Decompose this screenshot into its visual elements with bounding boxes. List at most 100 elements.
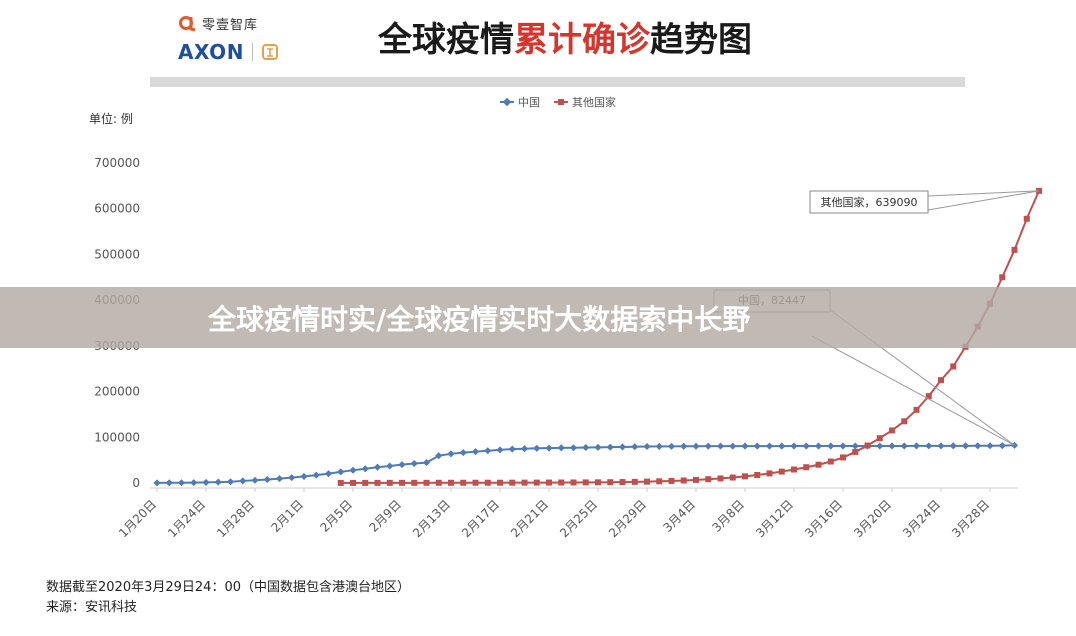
data-point-china bbox=[961, 442, 970, 450]
data-point-others bbox=[852, 448, 859, 455]
x-tick-label: 2月5日 bbox=[317, 497, 355, 535]
x-tick-label: 3月12日 bbox=[753, 497, 796, 540]
data-point-others bbox=[558, 479, 565, 486]
data-point-china bbox=[851, 442, 859, 450]
data-point-others bbox=[815, 461, 822, 468]
header-divider-bar bbox=[150, 77, 965, 87]
watermark-banner-text: 全球疫情时实/全球疫情实时大数据索中长野 bbox=[208, 302, 751, 336]
chart-legend: 中国 其他国家 bbox=[500, 94, 616, 110]
data-point-others bbox=[521, 479, 528, 486]
data-point-china bbox=[925, 442, 933, 450]
data-point-china bbox=[312, 471, 320, 479]
data-point-others bbox=[693, 476, 699, 483]
data-point-china bbox=[484, 447, 492, 455]
seal-logo-icon bbox=[261, 44, 278, 60]
data-point-others bbox=[386, 479, 393, 486]
data-point-others bbox=[460, 479, 467, 486]
data-point-others bbox=[582, 479, 589, 486]
data-point-others bbox=[411, 479, 418, 486]
data-point-others bbox=[913, 406, 920, 413]
legend-label-china: 中国 bbox=[518, 96, 540, 109]
data-point-china bbox=[349, 466, 357, 474]
data-point-china bbox=[202, 478, 210, 486]
company-logo: 零壹智库 AXON bbox=[178, 12, 298, 68]
data-point-others bbox=[472, 479, 479, 486]
y-tick-label: 500000 bbox=[94, 247, 140, 261]
x-tick-label: 3月4日 bbox=[660, 497, 698, 535]
data-point-china bbox=[533, 444, 541, 452]
data-point-others bbox=[435, 479, 442, 486]
x-tick-label: 3月28日 bbox=[949, 497, 992, 540]
data-point-others bbox=[570, 479, 577, 486]
legend-label-others: 其他国家 bbox=[572, 96, 616, 109]
data-point-others bbox=[754, 472, 761, 478]
data-point-others bbox=[644, 478, 650, 485]
y-tick-label: 600000 bbox=[94, 202, 140, 216]
legend-item-china: 中国 bbox=[500, 94, 540, 110]
line-chart: 0100000200000300000400000500000600000700… bbox=[94, 156, 1042, 540]
series-line-others bbox=[340, 190, 1040, 484]
x-tick-label: 2月25日 bbox=[557, 497, 600, 540]
data-point-china bbox=[422, 459, 431, 467]
data-point-china bbox=[667, 442, 676, 450]
legend-swatch-others bbox=[554, 99, 568, 105]
callout-leader-others bbox=[927, 190, 1040, 197]
data-point-others bbox=[350, 479, 356, 486]
data-point-others bbox=[938, 377, 944, 384]
data-point-china bbox=[288, 474, 296, 482]
data-point-others bbox=[619, 479, 626, 486]
data-point-others bbox=[864, 442, 871, 449]
data-point-china bbox=[226, 478, 235, 486]
footer-data-cutoff: 数据截至2020年3月29日24：00（中国数据包含港澳台地区） bbox=[46, 580, 410, 595]
data-point-china bbox=[324, 470, 333, 478]
data-point-china bbox=[471, 448, 480, 456]
x-tick-label: 2月9日 bbox=[366, 497, 404, 535]
data-point-china bbox=[300, 472, 308, 480]
logo-en-text: AXON bbox=[178, 40, 244, 64]
data-point-china bbox=[177, 479, 186, 487]
data-point-china bbox=[557, 444, 565, 452]
data-point-others bbox=[484, 479, 491, 486]
data-point-china bbox=[643, 442, 651, 451]
data-point-others bbox=[876, 435, 883, 442]
data-point-china bbox=[814, 442, 823, 450]
data-point-china bbox=[912, 442, 921, 450]
watermark-banner: 全球疫情时实/全球疫情实时大数据索中长野 bbox=[0, 287, 1076, 348]
data-point-china bbox=[741, 442, 749, 450]
data-point-others bbox=[803, 464, 810, 471]
data-point-china bbox=[398, 461, 406, 469]
data-point-others bbox=[533, 479, 540, 486]
data-point-china bbox=[937, 442, 945, 450]
data-point-china bbox=[998, 442, 1006, 450]
data-point-china bbox=[165, 479, 173, 487]
data-point-china bbox=[680, 442, 688, 450]
x-tick-label: 2月21日 bbox=[508, 497, 551, 540]
data-point-others bbox=[729, 474, 736, 481]
data-point-others bbox=[423, 479, 430, 486]
data-point-others bbox=[889, 427, 895, 434]
data-point-others bbox=[1023, 215, 1030, 222]
data-point-china bbox=[986, 442, 994, 450]
y-tick-label: 700000 bbox=[94, 156, 140, 170]
data-point-china bbox=[839, 442, 847, 450]
data-point-china bbox=[606, 443, 614, 451]
data-point-others bbox=[399, 479, 405, 486]
page-title: 全球疫情累计确诊趋势图 bbox=[378, 12, 752, 61]
data-point-others bbox=[668, 477, 675, 484]
data-point-china bbox=[251, 476, 259, 484]
data-point-others bbox=[509, 479, 516, 486]
data-point-china bbox=[900, 442, 908, 450]
data-point-china bbox=[594, 443, 602, 451]
y-tick-label: 0 bbox=[132, 476, 140, 490]
data-point-china bbox=[802, 442, 810, 450]
data-point-others bbox=[448, 479, 454, 486]
data-point-others bbox=[607, 479, 614, 486]
data-point-others bbox=[546, 479, 552, 486]
data-point-china bbox=[655, 442, 663, 450]
data-point-china bbox=[704, 442, 712, 450]
data-point-others bbox=[497, 479, 503, 486]
data-point-others bbox=[717, 475, 724, 482]
data-point-china bbox=[692, 442, 700, 450]
y-tick-label: 200000 bbox=[94, 385, 140, 399]
x-tick-label: 2月13日 bbox=[410, 497, 453, 540]
